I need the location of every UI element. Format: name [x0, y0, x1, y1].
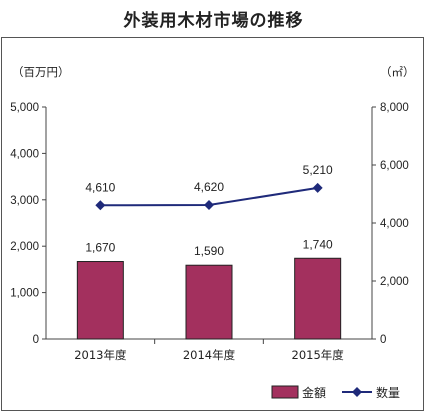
bar [294, 257, 342, 340]
right-tick-label: 2,000 [380, 276, 409, 288]
right-tick-label: 6,000 [380, 160, 409, 172]
chart-frame [1, 37, 424, 411]
x-tick-label: 2015年度 [292, 348, 345, 362]
legend-line-label: 数量 [376, 385, 400, 400]
right-tick-label: 0 [380, 334, 386, 346]
x-tick-label: 2014年度 [183, 348, 236, 362]
left-tick-label: 3,000 [10, 195, 39, 207]
legend-bar-swatch [271, 385, 299, 399]
line-data-label: 5,210 [303, 163, 333, 177]
legend-line-marker [352, 387, 362, 397]
quantity-point [312, 182, 323, 193]
right-tick-label: 8,000 [380, 102, 409, 114]
legend-bar-label: 金額 [302, 385, 326, 400]
bar [76, 261, 124, 340]
chart-title: 外装用木材市場の推移 [123, 11, 304, 31]
bar-data-label: 1,670 [85, 241, 115, 255]
line-data-label: 4,620 [194, 180, 224, 194]
left-axis-unit: （百万円） [12, 65, 70, 79]
left-tick-label: 2,000 [10, 241, 39, 253]
x-tick-label: 2013年度 [74, 348, 127, 362]
bar-data-label: 1,740 [303, 237, 333, 251]
quantity-point [204, 200, 214, 211]
bar-data-label: 1,590 [194, 244, 224, 258]
line-data-label: 4,610 [85, 180, 115, 194]
quantity-point [95, 200, 106, 211]
left-tick-label: 0 [33, 334, 39, 346]
left-tick-label: 4,000 [10, 148, 39, 160]
right-axis-unit: （㎡） [380, 65, 415, 79]
right-tick-label: 4,000 [380, 218, 409, 230]
left-tick-label: 5,000 [10, 102, 39, 114]
left-tick-label: 1,000 [10, 288, 39, 300]
bar [185, 264, 233, 340]
